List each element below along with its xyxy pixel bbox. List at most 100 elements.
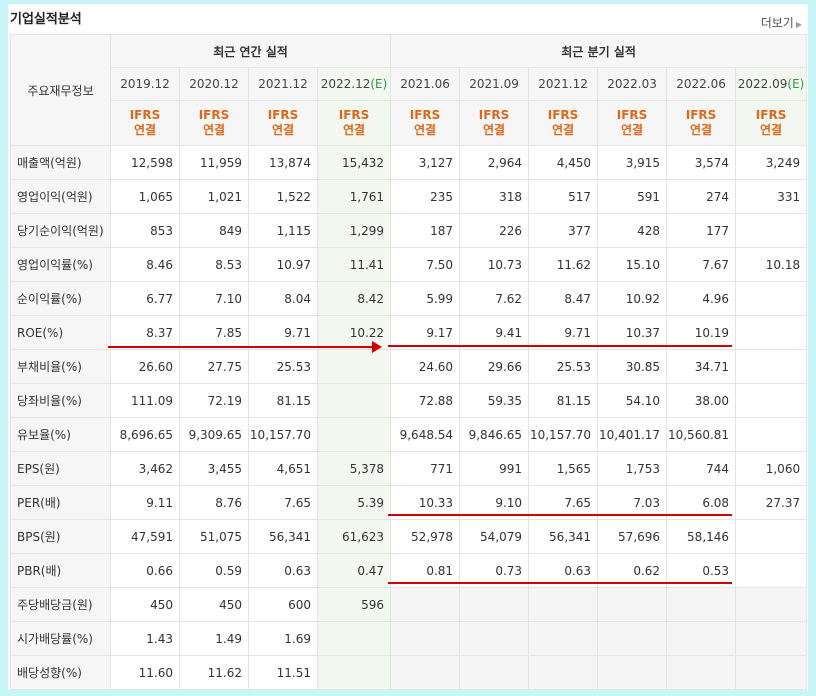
value-cell: 0.73 bbox=[459, 553, 530, 588]
value-cell bbox=[528, 587, 599, 622]
row-label: 유보율(%) bbox=[10, 417, 111, 452]
ifrs-consolidated-label: IFRS 연결 bbox=[528, 100, 599, 146]
value-cell: 8.47 bbox=[528, 281, 599, 316]
value-cell bbox=[735, 519, 808, 554]
value-cell: 1,753 bbox=[597, 451, 668, 486]
ifrs-line2: 연결 bbox=[414, 123, 437, 137]
value-cell: 34.71 bbox=[666, 349, 737, 384]
value-cell: 849 bbox=[179, 213, 249, 248]
ifrs-line1: IFRS bbox=[616, 108, 648, 122]
row-label: 시가배당률(%) bbox=[10, 621, 111, 656]
value-cell: 235 bbox=[390, 179, 461, 214]
value-cell: 3,249 bbox=[735, 145, 808, 180]
value-cell: 24.60 bbox=[390, 349, 461, 384]
value-cell: 1,021 bbox=[179, 179, 249, 214]
value-cell: 10.22 bbox=[316, 315, 392, 350]
value-cell: 177 bbox=[666, 213, 737, 248]
period-header: 2021.09 bbox=[459, 67, 530, 101]
value-cell: 9.41 bbox=[459, 315, 530, 350]
table-row: 부채비율(%) 26.60 27.75 25.53 24.60 29.66 25.53 30.… bbox=[10, 349, 808, 384]
table-row: PER(배) 9.11 8.76 7.65 5.39 10.33 9.10 7.65 7.03 6… bbox=[10, 485, 808, 520]
ifrs-line2: 연결 bbox=[690, 123, 713, 137]
value-cell bbox=[666, 621, 737, 656]
value-cell: 11,959 bbox=[179, 145, 249, 180]
value-cell: 11.41 bbox=[316, 247, 392, 282]
value-cell: 274 bbox=[666, 179, 737, 214]
value-cell: 12,598 bbox=[110, 145, 180, 180]
table-row: 배당성향(%) 11.60 11.62 11.51 bbox=[10, 655, 808, 690]
value-cell: 1,565 bbox=[528, 451, 599, 486]
value-cell: 5.39 bbox=[316, 485, 392, 520]
value-cell bbox=[735, 315, 808, 350]
table-row: 당좌비율(%) 111.09 72.19 81.15 72.88 59.35 81.15 54… bbox=[10, 383, 808, 418]
value-cell bbox=[459, 621, 530, 656]
value-cell: 226 bbox=[459, 213, 530, 248]
value-cell: 8.46 bbox=[110, 247, 180, 282]
ifrs-line1: IFRS bbox=[755, 108, 787, 122]
value-cell: 377 bbox=[528, 213, 599, 248]
financial-summary-panel: 기업실적분석 더보기 ▶ 주요재무정보 최근 연간 실적 최근 분기 실적 201… bbox=[8, 4, 808, 690]
period-header: 2021.06 bbox=[390, 67, 461, 101]
period-header: 2022.12(E) bbox=[316, 67, 392, 101]
period-label: 2021.12 bbox=[258, 77, 308, 91]
quarter-header: 최근 분기 실적 bbox=[390, 34, 808, 68]
value-cell bbox=[735, 417, 808, 452]
value-cell: 450 bbox=[110, 587, 180, 622]
value-cell bbox=[316, 621, 392, 656]
value-cell: 72.88 bbox=[390, 383, 461, 418]
period-header: 2022.06 bbox=[666, 67, 737, 101]
value-cell: 10.18 bbox=[735, 247, 808, 282]
value-cell: 331 bbox=[735, 179, 808, 214]
value-cell: 8.42 bbox=[316, 281, 392, 316]
value-cell: 27.75 bbox=[179, 349, 249, 384]
value-cell: 450 bbox=[179, 587, 249, 622]
table-row: 시가배당률(%) 1.43 1.49 1.69 bbox=[10, 621, 808, 656]
value-cell: 11.60 bbox=[110, 655, 180, 690]
value-cell: 1,761 bbox=[316, 179, 392, 214]
value-cell: 10.73 bbox=[459, 247, 530, 282]
value-cell: 1,060 bbox=[735, 451, 808, 486]
ifrs-consolidated-label: IFRS 연결 bbox=[735, 100, 808, 146]
ifrs-line1: IFRS bbox=[198, 108, 230, 122]
value-cell: 9,846.65 bbox=[459, 417, 530, 452]
ifrs-line2: 연결 bbox=[342, 123, 366, 137]
value-cell: 72.19 bbox=[179, 383, 249, 418]
ifrs-line1: IFRS bbox=[267, 108, 299, 122]
ifrs-consolidated-label: IFRS 연결 bbox=[248, 100, 318, 146]
more-link[interactable]: 더보기 ▶ bbox=[761, 14, 802, 31]
row-label: 부채비율(%) bbox=[10, 349, 111, 384]
value-cell: 0.47 bbox=[316, 553, 392, 588]
value-cell: 7.03 bbox=[597, 485, 668, 520]
value-cell: 4.96 bbox=[666, 281, 737, 316]
table-row: ROE(%) 8.37 7.85 9.71 10.22 9.17 9.41 9.71 10.37… bbox=[10, 315, 808, 350]
period-label: 2021.09 bbox=[469, 77, 519, 91]
table-row: 당기순이익(억원) 853 849 1,115 1,299 187 226 377 428 177 bbox=[10, 213, 808, 248]
value-cell: 5,378 bbox=[316, 451, 392, 486]
value-cell: 600 bbox=[248, 587, 318, 622]
ifrs-line1: IFRS bbox=[685, 108, 717, 122]
value-cell: 25.53 bbox=[528, 349, 599, 384]
value-cell: 27.37 bbox=[735, 485, 808, 520]
ifrs-line2: 연결 bbox=[621, 123, 644, 137]
value-cell: 8.53 bbox=[179, 247, 249, 282]
value-cell: 0.53 bbox=[666, 553, 737, 588]
table-row: 주당배당금(원) 450 450 600 596 bbox=[10, 587, 808, 622]
ifrs-line1: IFRS bbox=[409, 108, 441, 122]
ifrs-line1: IFRS bbox=[129, 108, 161, 122]
value-cell: 11.62 bbox=[179, 655, 249, 690]
financial-table: 주요재무정보 최근 연간 실적 최근 분기 실적 2019.12 2020.12 2… bbox=[10, 34, 808, 690]
ifrs-line1: IFRS bbox=[478, 108, 510, 122]
value-cell: 56,341 bbox=[528, 519, 599, 554]
row-label: 당기순이익(억원) bbox=[10, 213, 111, 248]
value-cell: 7.62 bbox=[459, 281, 530, 316]
ifrs-consolidated-label: IFRS 연결 bbox=[459, 100, 530, 146]
ifrs-line2: 연결 bbox=[271, 123, 295, 137]
ifrs-line1: IFRS bbox=[338, 108, 370, 122]
period-header: 2021.12 bbox=[528, 67, 599, 101]
value-cell: 744 bbox=[666, 451, 737, 486]
annual-header: 최근 연간 실적 bbox=[109, 34, 392, 68]
period-header: 2021.12 bbox=[248, 67, 318, 101]
row-label: PER(배) bbox=[10, 485, 111, 520]
row-label: PBR(배) bbox=[10, 553, 111, 588]
value-cell: 4,450 bbox=[528, 145, 599, 180]
